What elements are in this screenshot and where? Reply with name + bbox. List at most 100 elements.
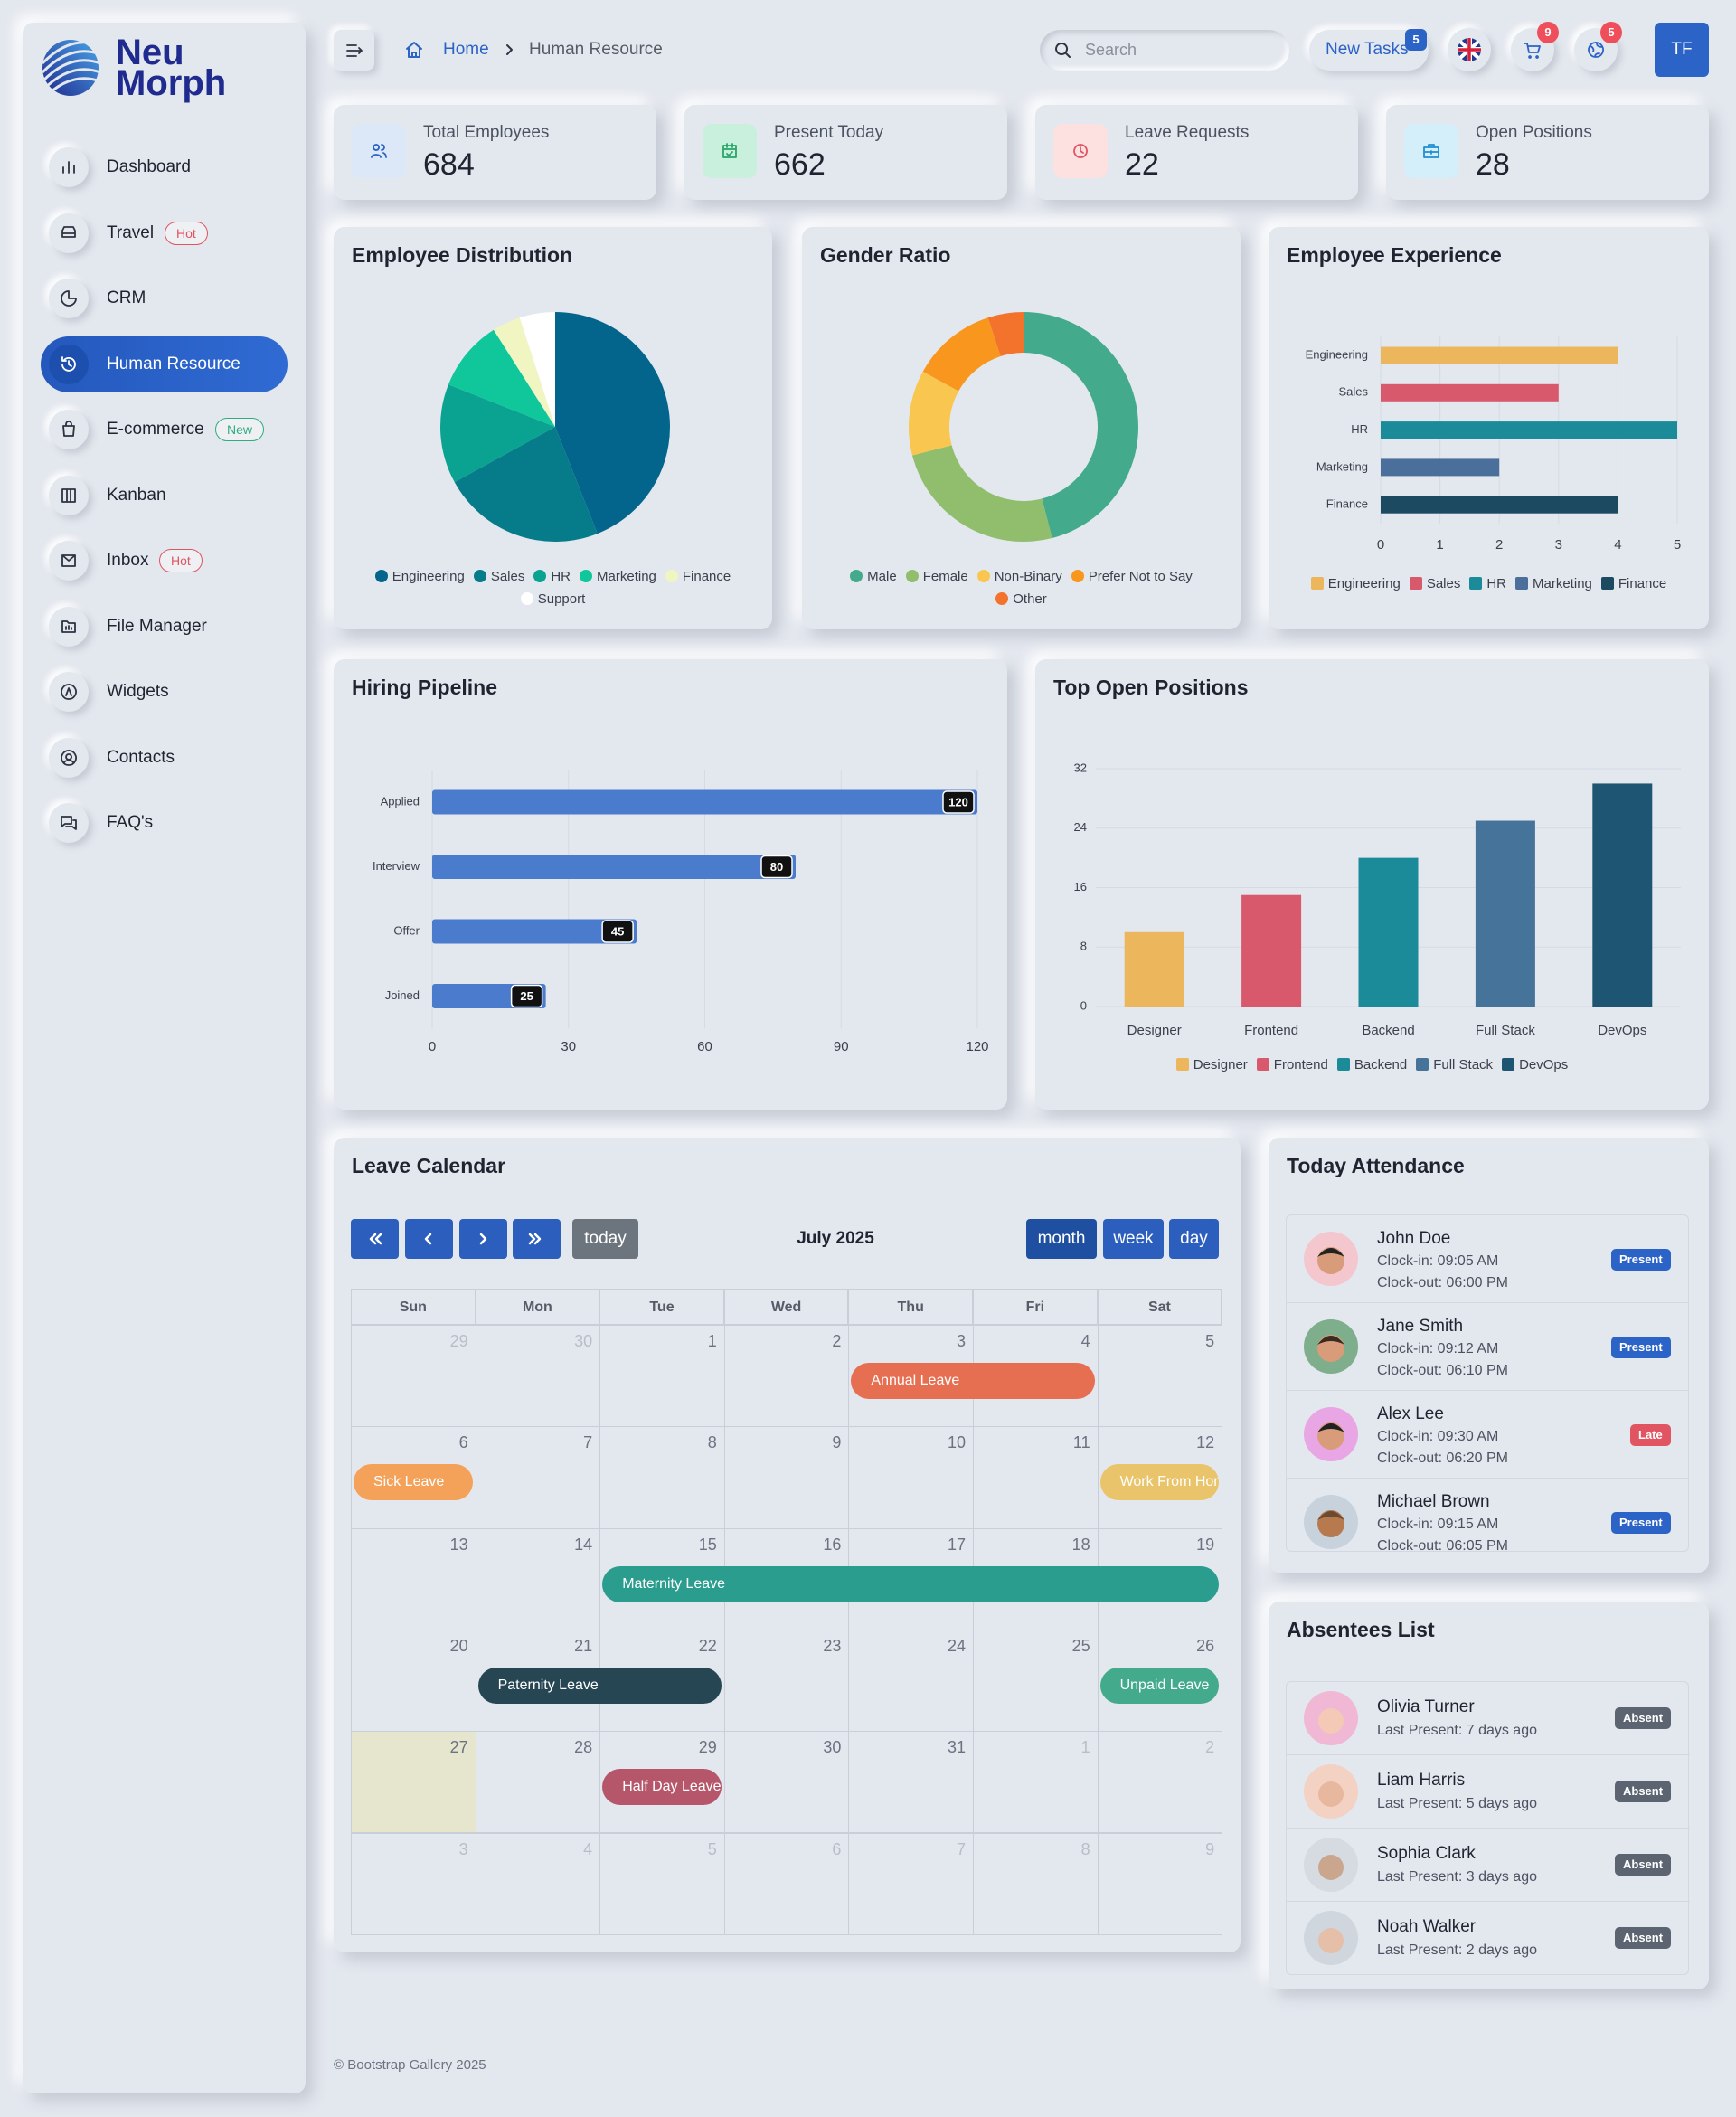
legend-item: Male [850, 565, 897, 588]
calendar-cell[interactable] [351, 1731, 476, 1834]
avatar-hair [1317, 1336, 1344, 1345]
day-number: 1 [1080, 1738, 1090, 1757]
person-name: John Doe [1377, 1229, 1451, 1248]
weekday: Wed [723, 1289, 849, 1325]
day-number: 13 [449, 1535, 468, 1554]
icon-shape [61, 355, 76, 372]
tasks-label[interactable]: New Tasks [1326, 40, 1409, 59]
nav-label[interactable]: Dashboard [107, 157, 191, 176]
header-badge: 5 [1600, 22, 1622, 43]
y-tick-label: HR [1351, 422, 1368, 436]
last-present: Last Present: 2 days ago [1377, 1942, 1537, 1958]
legend-item: Full Stack [1416, 1054, 1493, 1076]
avatar-hair [1317, 1248, 1344, 1257]
icon [61, 554, 76, 567]
nav-label[interactable]: Contacts [107, 747, 175, 767]
brand-line2: Morph [116, 63, 227, 103]
status-badge: Present [1611, 1249, 1671, 1271]
calendar-today-button[interactable]: today [572, 1219, 638, 1259]
day-number: 20 [449, 1636, 468, 1655]
day-number: 14 [574, 1535, 593, 1554]
breadcrumb-home[interactable]: Home [443, 40, 489, 59]
logo-stripe [41, 68, 101, 92]
calendar-nav-button[interactable] [459, 1219, 507, 1259]
icon [369, 1233, 382, 1245]
data-label-bg [510, 984, 543, 1008]
calendar-nav-button[interactable] [513, 1219, 561, 1259]
bar [1241, 894, 1302, 1007]
leave-event[interactable]: Sick Leave [354, 1464, 473, 1501]
day-number: 5 [707, 1839, 717, 1858]
legend-item: Backend [1336, 1054, 1407, 1076]
legend-label: Full Stack [1433, 1057, 1494, 1073]
attendance-row [1287, 1215, 1688, 1303]
nav-label[interactable]: FAQ's [107, 813, 154, 832]
day-number: 11 [1072, 1433, 1090, 1452]
icon-shape [1588, 42, 1604, 58]
data-label: 45 [611, 924, 624, 938]
bar [432, 855, 796, 879]
calendar-nav-button[interactable] [405, 1219, 453, 1259]
legend-label: Marketing [1533, 576, 1592, 591]
legend-label: Engineering [1327, 576, 1401, 591]
leave-event[interactable]: Paternity Leave [477, 1667, 722, 1704]
day-number: 27 [449, 1738, 468, 1757]
bar [1381, 383, 1559, 402]
slice [493, 317, 555, 427]
data-label-bg [942, 790, 975, 814]
icon [346, 44, 363, 57]
calendar-view-button[interactable]: day [1169, 1219, 1219, 1259]
day-number: 12 [1196, 1433, 1215, 1452]
nav-label[interactable]: Kanban [107, 485, 166, 505]
nav-label[interactable]: CRM [107, 288, 146, 307]
nav-label[interactable]: File Manager [107, 616, 207, 636]
calendar-nav-button[interactable] [351, 1219, 399, 1259]
day-number: 21 [574, 1636, 593, 1655]
clock-out: Clock-out: 06:00 PM [1377, 1275, 1508, 1290]
calendar-view-button[interactable]: week [1103, 1219, 1164, 1259]
nav-label[interactable]: Human Resource [107, 354, 241, 373]
leave-event[interactable]: Work From Home [1099, 1464, 1220, 1501]
icon-shape [369, 1233, 382, 1245]
day-number: 31 [947, 1738, 966, 1757]
y-tick-label: 16 [1074, 880, 1087, 893]
legend-swatch [976, 570, 990, 582]
nav-label[interactable]: Inbox [107, 551, 149, 570]
nav-label[interactable]: Widgets [107, 682, 169, 701]
status-badge: Absent [1615, 1854, 1672, 1876]
avatar-face [1318, 1781, 1344, 1807]
data-label: 120 [948, 795, 968, 808]
leave-event[interactable]: Unpaid Leave [1099, 1667, 1220, 1704]
icon [61, 290, 77, 307]
nav-badge: New [215, 418, 265, 441]
data-label-bg [601, 920, 634, 943]
nav-label[interactable]: Travel [107, 222, 155, 242]
leave-event[interactable]: Maternity Leave [602, 1565, 1220, 1602]
avatar [1304, 1911, 1358, 1965]
nav-badge: Hot [165, 221, 208, 245]
leave-event[interactable]: Annual Leave [851, 1363, 1095, 1399]
user-avatar[interactable]: TF [1655, 23, 1709, 77]
nav-label[interactable]: E-commerce [107, 420, 204, 439]
chart-title: Hiring Pipeline [352, 676, 498, 699]
avatar-hair [1317, 1511, 1344, 1520]
calendar-cell[interactable] [1097, 1832, 1223, 1935]
stat-value: 684 [423, 147, 475, 182]
day-number: 30 [574, 1332, 593, 1350]
day-number: 9 [832, 1433, 842, 1452]
y-tick-label: Sales [1338, 385, 1368, 399]
clock-in: Clock-in: 09:15 AM [1377, 1517, 1499, 1532]
last-present: Last Present: 3 days ago [1377, 1869, 1537, 1885]
y-tick-label: Joined [385, 988, 420, 1002]
day-number: 2 [832, 1332, 842, 1350]
slice [454, 427, 598, 542]
search-box[interactable] [1040, 30, 1289, 71]
icon [371, 144, 387, 158]
legend-item: Engineering [374, 565, 465, 588]
brand-line1: Neu [116, 33, 184, 72]
calendar-view-button[interactable]: month [1026, 1219, 1097, 1259]
leave-event[interactable]: Half Day Leave [602, 1769, 722, 1806]
legend-label: Support [537, 591, 586, 607]
clock-out: Clock-out: 06:10 PM [1377, 1363, 1508, 1378]
legend-item: Finance [1600, 572, 1666, 595]
